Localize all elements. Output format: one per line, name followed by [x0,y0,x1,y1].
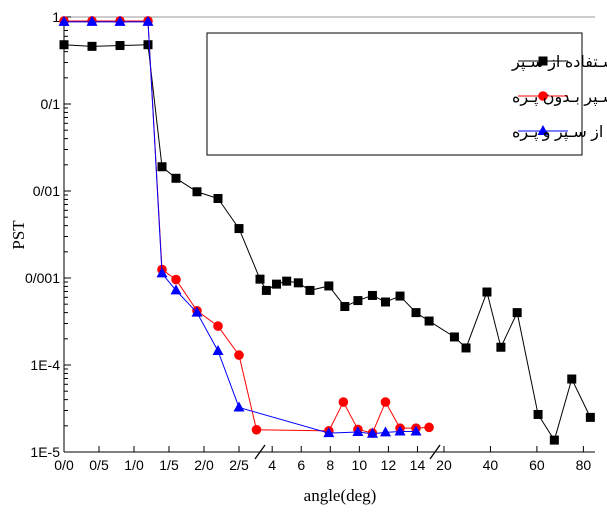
data-point [114,15,126,26]
data-point [352,425,364,436]
data-point [549,435,559,445]
data-point [305,285,315,295]
data-point [171,274,181,285]
y-tick-label: 0/1 [41,96,61,112]
data-point [367,290,377,300]
series-layer [58,15,595,445]
x-tick-label: 14 [410,457,426,473]
data-point [366,427,378,438]
x-axis-label: angle(deg) [304,486,377,505]
data-point [233,401,245,412]
data-point [324,281,334,291]
data-point [212,344,224,355]
y-tick-label: 0/01 [33,183,60,199]
data-point [234,350,244,360]
data-point [58,15,70,26]
x-tick-label: 2/0 [194,457,214,473]
data-point [410,425,422,436]
x-tick-label: 12 [381,457,397,473]
data-point [157,162,167,172]
data-point [143,40,153,50]
data-point [353,296,363,306]
series-3 [58,15,422,438]
axis-break-mark [429,444,441,460]
data-point [380,426,392,437]
data-point [192,187,202,197]
x-tick-label: 1/0 [124,457,144,473]
data-point [338,397,349,407]
data-point [533,409,543,419]
legend-label: بـا اسـتفاده از سـپر بـدون پـره [512,89,607,107]
data-point [380,397,391,407]
y-tick-label: 0/001 [25,270,60,286]
data-point [512,308,522,318]
data-point [293,278,303,288]
data-point [171,173,181,183]
legend-box [206,32,583,156]
data-point [381,297,391,307]
data-point [424,316,434,326]
data-point [156,267,168,278]
y-tick-label: 1E-5 [30,444,60,460]
data-point [282,276,292,286]
data-point [340,302,350,312]
data-point [59,40,69,50]
data-point [142,15,154,26]
x-tick-label: 0/0 [54,457,74,473]
data-point [567,374,577,384]
data-point [395,291,405,301]
series-1 [59,40,595,445]
legend-item: بـا اسـتفاده از سـپر بـدون پـره [512,89,607,107]
data-point [424,422,434,433]
y-tick-label: 1 [52,9,60,25]
y-axis-label: PST [9,220,28,250]
data-point [191,306,203,317]
data-point [251,424,262,435]
plot-frame [63,16,595,460]
data-point [213,321,223,331]
legend: بـدون اسـتفاده از سـپر بـا اسـتفاده از سـ… [206,32,607,156]
data-point [482,287,492,297]
legend-item: بـدون اسـتفاده از سـپر [511,54,607,72]
data-point [86,15,98,26]
data-point [234,224,244,234]
x-tick-label: 60 [529,457,545,473]
x-tick-label: 1/5 [159,457,179,473]
data-point [585,412,595,422]
data-point [394,425,406,436]
x-axis-ticks: 0/0 0/5 1/0 1/5 2/0 2/5 4 6 8 10 12 14 20 40 60 80 [54,446,591,473]
data-point [461,343,471,353]
x-tick-label: 10 [352,457,368,473]
legend-swatch-marker [538,56,548,66]
legend-label: بـا اسـتفاده از سـپر و پـره [512,124,607,142]
axis-break-mark [254,444,266,460]
x-tick-label: 80 [576,457,592,473]
x-tick-label: 8 [326,457,334,473]
data-point [496,342,506,352]
data-point [115,41,125,51]
x-tick-label: 6 [297,457,305,473]
data-point [411,308,421,318]
data-point [255,274,265,284]
data-point [170,284,182,295]
x-tick-label: 4 [268,457,276,473]
y-tick-label: 1E-4 [30,357,60,373]
data-point [449,332,459,342]
data-point [213,193,223,203]
x-tick-label: 20 [436,457,452,473]
legend-label: بـدون اسـتفاده از سـپر [511,54,607,72]
data-point [323,427,335,438]
legend-item: بـا اسـتفاده از سـپر و پـره [512,124,607,142]
data-point [261,285,271,295]
data-point [87,41,97,51]
legend-swatch-marker [538,91,548,101]
legend-swatch-marker [537,125,549,135]
x-tick-label: 0/5 [89,457,109,473]
data-point [272,279,282,289]
x-tick-label: 2/5 [229,457,249,473]
x-tick-label: 40 [483,457,499,473]
